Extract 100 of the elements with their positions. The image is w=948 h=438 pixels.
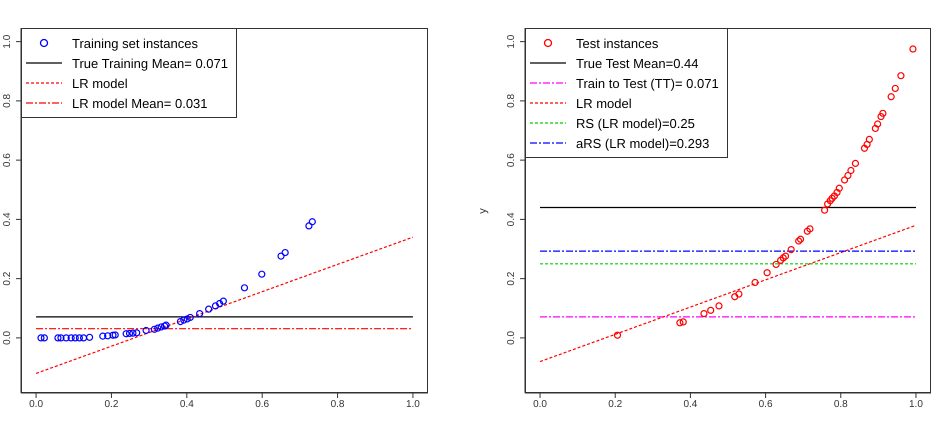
x-tick-label: 0.2	[104, 399, 119, 410]
point	[122, 330, 130, 338]
point	[614, 332, 622, 339]
point	[308, 218, 316, 226]
point	[186, 314, 194, 322]
point	[258, 270, 266, 278]
point	[826, 197, 834, 204]
point	[282, 248, 289, 256]
point	[888, 93, 895, 100]
point	[196, 310, 204, 318]
point	[112, 331, 119, 339]
x-tick-label: 0.2	[608, 399, 623, 410]
y-tick-label: 1.0	[506, 34, 517, 49]
legend-label: LR model Mean= 0.031	[72, 96, 208, 110]
point	[879, 110, 886, 117]
legend-label: LR model	[576, 96, 632, 110]
x-tick-label: 0.0	[29, 399, 44, 410]
point	[676, 319, 684, 326]
point	[40, 334, 48, 342]
point	[126, 330, 134, 338]
legend-label: Training set instances	[72, 36, 198, 50]
point	[158, 323, 165, 331]
point	[866, 136, 873, 143]
point	[180, 316, 188, 324]
point	[205, 306, 212, 313]
point	[833, 188, 841, 196]
point	[154, 324, 162, 332]
point	[715, 302, 723, 310]
x-tick-label: 0.8	[330, 399, 345, 410]
point	[184, 315, 191, 323]
y-tick-label: 0.2	[506, 271, 517, 286]
x-tick-label: 0.8	[834, 399, 848, 410]
point	[788, 246, 795, 254]
point	[62, 334, 70, 342]
x-tick-label: 0.6	[255, 399, 270, 410]
legend-label: RS (LR model)=0.25	[576, 116, 695, 130]
y-tick-label: 0.6	[506, 152, 517, 168]
y-tick-label: 0.8	[2, 93, 13, 108]
point	[735, 290, 742, 298]
point	[72, 334, 79, 342]
legend-label: Test instances	[576, 36, 658, 50]
point	[892, 84, 899, 92]
x-tick-label: 0.4	[180, 399, 194, 410]
point	[305, 222, 313, 230]
point	[216, 300, 224, 308]
point	[68, 334, 75, 342]
point	[277, 252, 285, 260]
point	[772, 260, 780, 268]
point	[780, 254, 787, 262]
point	[844, 172, 852, 180]
point	[836, 184, 843, 192]
point	[863, 140, 871, 148]
legend-label: True Test Mean=0.44	[576, 56, 698, 70]
point	[142, 326, 150, 334]
point	[751, 278, 759, 286]
point	[86, 334, 94, 341]
point	[133, 329, 140, 336]
x-tick-label: 1.0	[909, 399, 924, 410]
point	[129, 330, 137, 337]
point	[872, 124, 879, 132]
point	[852, 160, 860, 167]
y-tick-label: 0.4	[2, 212, 13, 226]
point	[763, 269, 771, 276]
y-tick-label: 0.0	[2, 330, 13, 345]
point	[830, 192, 838, 200]
point	[909, 45, 917, 53]
legend-label: Train to Test (TT)= 0.071	[576, 76, 719, 90]
point	[57, 334, 65, 342]
x-tick-label: 0.0	[533, 399, 548, 410]
point	[828, 194, 836, 202]
y-tick-label: 0.2	[2, 271, 13, 286]
point	[795, 237, 802, 245]
legend-label: LR model	[72, 76, 128, 90]
point	[220, 298, 227, 305]
point	[150, 326, 158, 333]
point	[824, 200, 832, 208]
y-tick-label: 0.8	[506, 93, 517, 108]
y-axis-title: y	[476, 208, 490, 214]
point	[877, 112, 885, 120]
point	[804, 228, 811, 235]
point	[777, 256, 784, 264]
point	[874, 120, 882, 128]
point	[212, 302, 220, 310]
point	[700, 310, 708, 318]
legend-label: True Training Mean= 0.071	[72, 56, 228, 70]
point	[782, 252, 790, 260]
point	[37, 334, 45, 342]
x-tick-label: 1.0	[406, 399, 420, 410]
point	[176, 318, 184, 326]
point	[76, 334, 84, 342]
point	[796, 236, 804, 243]
legend-label: aRS (LR model)=0.293	[576, 136, 710, 150]
x-tick-label: 0.6	[758, 399, 773, 410]
point	[847, 166, 855, 174]
point	[680, 318, 687, 326]
y-tick-label: 0.0	[506, 330, 517, 345]
point	[821, 206, 828, 214]
y-tick-label: 1.0	[2, 34, 13, 49]
point	[897, 72, 905, 80]
point	[731, 293, 738, 300]
